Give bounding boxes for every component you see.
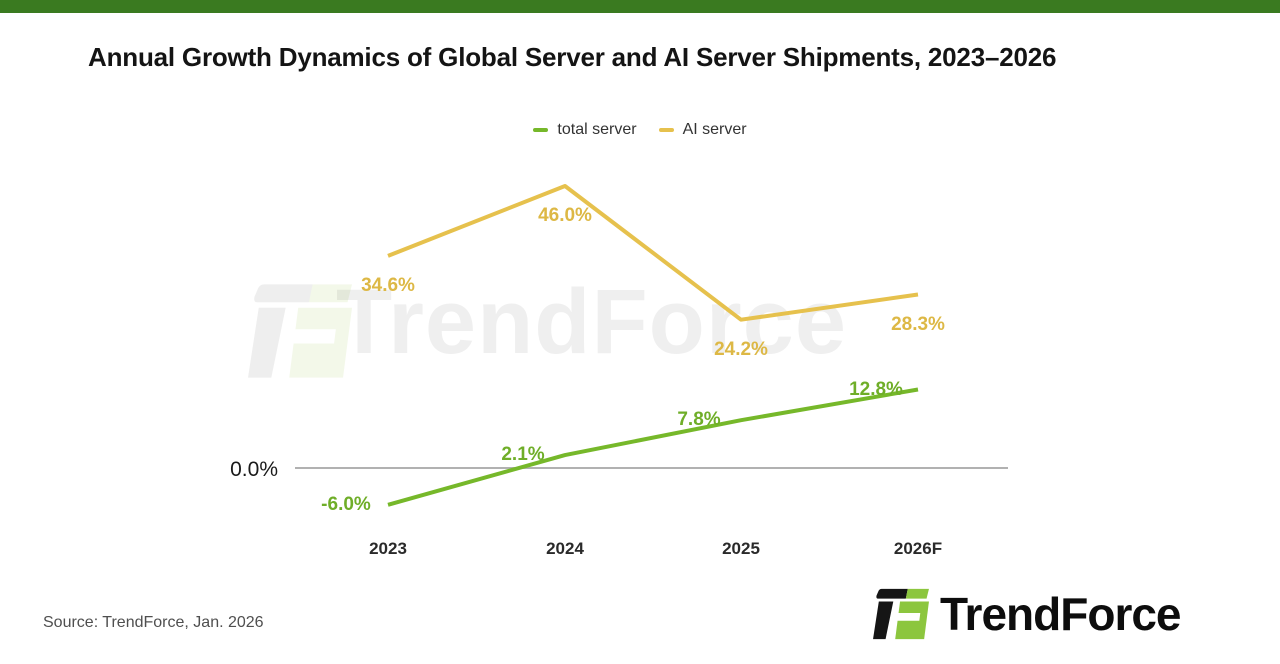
watermark: TrendForce [248,271,1048,404]
legend-label: total server [557,121,637,138]
data-label-AI-server-2024: 46.0% [538,205,592,227]
data-label-AI-server-2023: 34.6% [361,274,415,296]
legend-swatch-total-server [533,128,549,132]
legend-swatch-AI-server [658,128,674,132]
trendforce-logo-icon [873,588,929,640]
series-line-AI-server [387,184,919,322]
chart-legend: total server AI server [0,119,1280,141]
trendforce-watermark-icon [248,284,352,378]
x-tick-label-2026F: 2026F [893,539,943,558]
watermark-text: TrendForce [336,271,848,373]
top-accent-bar [0,0,1280,13]
data-label-AI-server-2025: 24.2% [714,338,768,360]
brand-logo: TrendForce [872,586,1182,642]
data-label-total-server-2026F: 12.8% [849,378,903,400]
x-tick-label-2023: 2023 [369,539,407,558]
data-label-AI-server-2026F: 28.3% [891,313,945,335]
x-tick-label-2024: 2024 [546,539,584,558]
data-label-total-server-2025: 7.8% [677,409,721,431]
brand-name: TrendForce [940,588,1182,640]
data-label-total-server-2024: 2.1% [501,444,545,466]
x-tick-label-2025: 2025 [722,539,760,558]
zero-axis-label: 0.0% [230,458,278,481]
data-label-total-server-2023: -6.0% [321,493,371,515]
legend-item-AI-server: AI server [658,121,747,139]
chart-title: Annual Growth Dynamics of Global Server … [88,42,1057,72]
legend-item-total-server: total server [533,121,637,139]
legend-label: AI server [682,121,747,138]
source-note: Source: TrendForce, Jan. 2026 [43,614,264,631]
series-line-total-server [387,387,919,507]
